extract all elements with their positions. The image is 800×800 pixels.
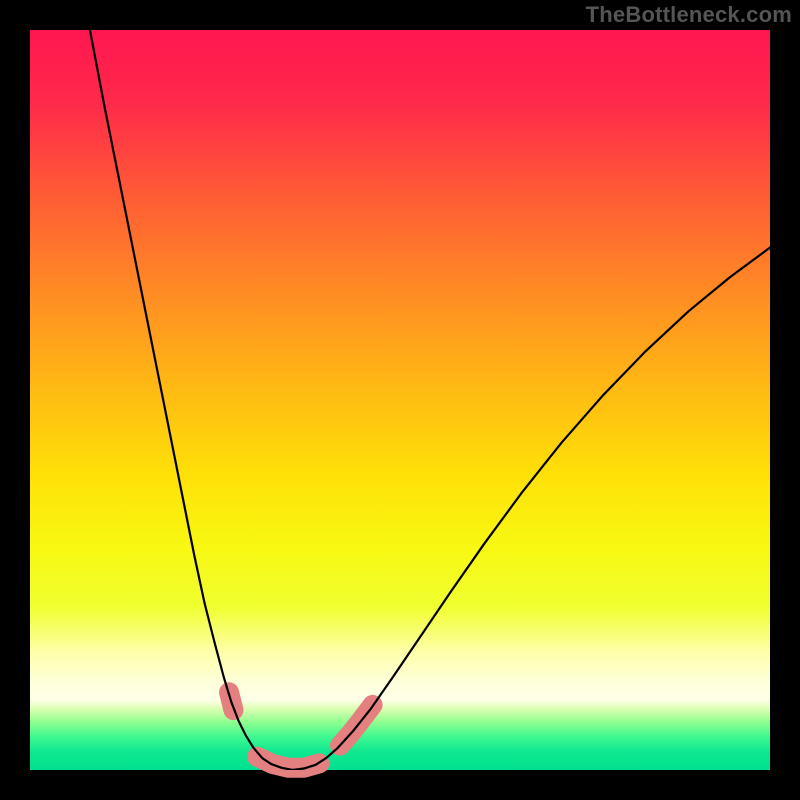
watermark-label: TheBottleneck.com (586, 2, 792, 28)
bottleneck-curve-chart (0, 0, 800, 800)
gradient-background (30, 30, 770, 770)
chart-container: TheBottleneck.com (0, 0, 800, 800)
